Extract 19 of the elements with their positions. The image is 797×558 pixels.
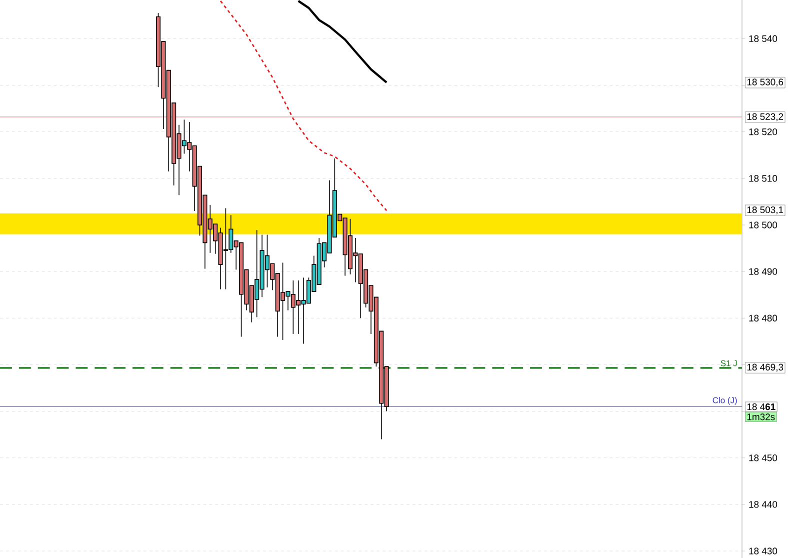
y-tick-label: 18 430 xyxy=(749,548,778,554)
text: 18 469,3 xyxy=(747,364,784,372)
y-tick-label: 18 450 xyxy=(749,454,778,462)
y-tick-label: 18 540 xyxy=(749,35,778,42)
text: 18 523,2 xyxy=(747,113,784,122)
y-tick-label: 18 510 xyxy=(749,175,778,182)
text: 1m32s xyxy=(747,414,775,420)
y-tick-label: 18 500 xyxy=(749,222,778,228)
line-series xyxy=(220,0,388,212)
text: 18 461 xyxy=(747,403,776,410)
y-tick-label: 18 480 xyxy=(749,314,778,322)
y-tick-label: 18 520 xyxy=(749,128,778,136)
line-series xyxy=(297,0,388,84)
text: 18 530,6 xyxy=(747,78,784,86)
text: 18 503,1 xyxy=(747,206,784,214)
y-tick-label: 18 440 xyxy=(749,501,778,508)
ref-line-label: Clo (J) xyxy=(712,397,737,405)
ref-line-label: S1 J xyxy=(720,360,737,366)
y-tick-label: 18 490 xyxy=(749,268,778,275)
